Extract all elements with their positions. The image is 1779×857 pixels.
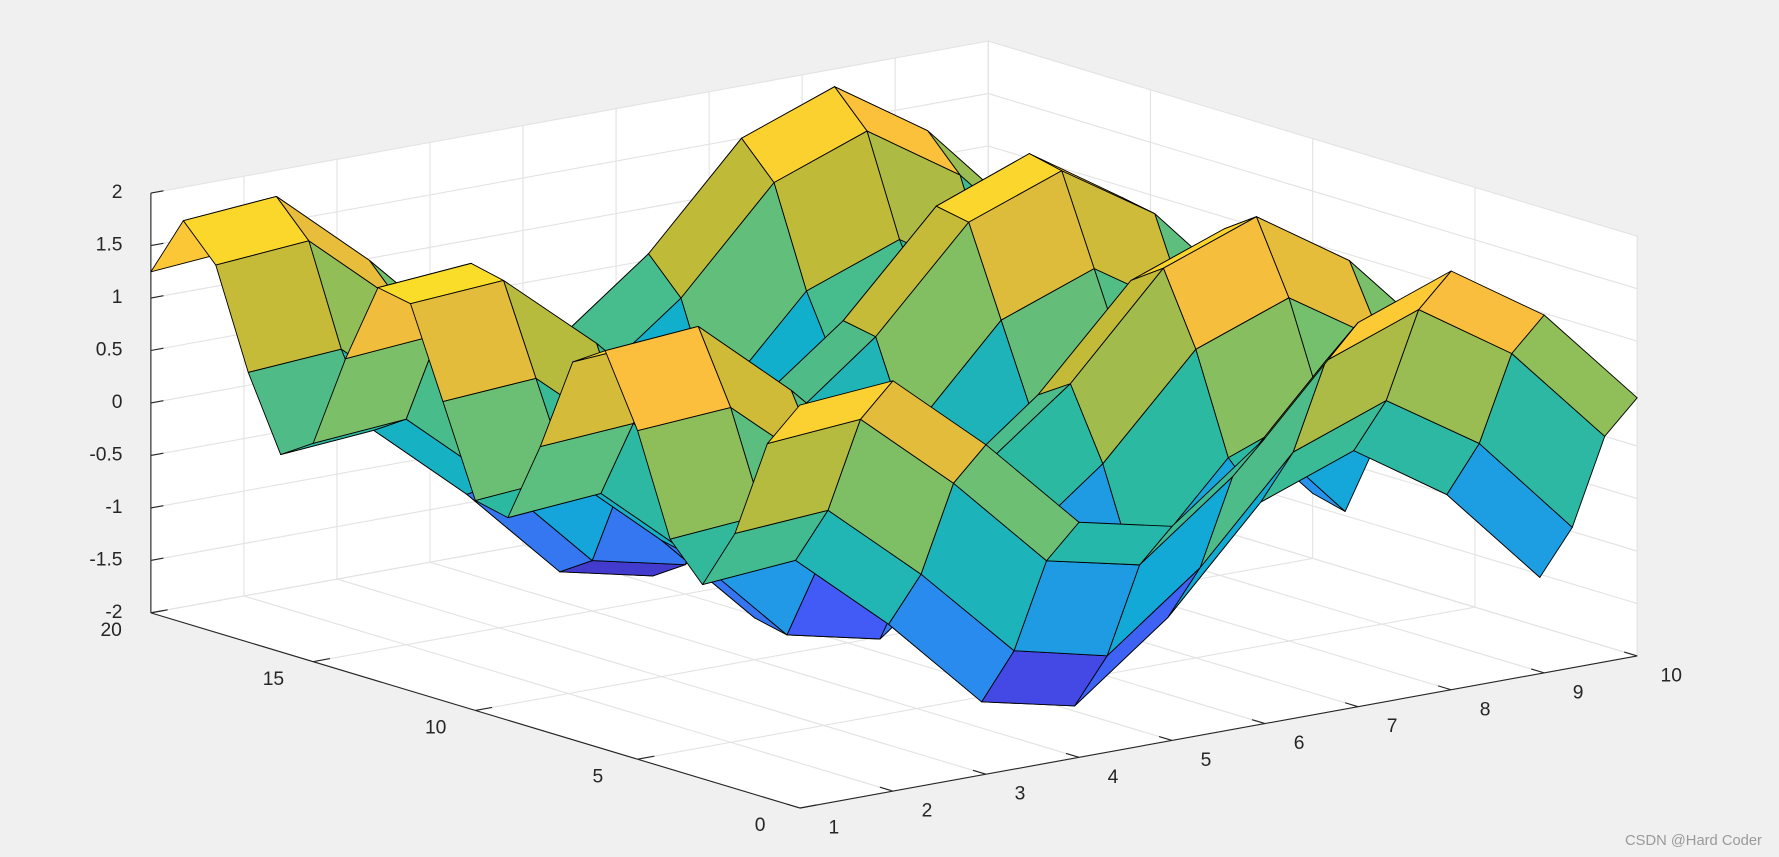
y-tick-label: 0 — [755, 815, 766, 836]
z-tick-mark — [150, 190, 164, 194]
z-tick-label: -2 — [105, 602, 122, 623]
z-tick-label: -0.5 — [89, 445, 122, 466]
x-tick-mark — [1437, 685, 1452, 691]
grid-line — [150, 145, 1638, 342]
x-tick-mark — [1624, 651, 1638, 657]
x-tick-label: 1 — [829, 818, 840, 839]
z-tick-mark — [150, 557, 164, 561]
z-tick-label: 1.5 — [96, 235, 123, 256]
x-tick-label: 2 — [922, 801, 933, 822]
z-tick-label: 2 — [112, 182, 123, 203]
y-tick-label: 5 — [593, 766, 604, 787]
z-tick-mark — [150, 400, 164, 404]
x-tick-mark — [1065, 752, 1080, 758]
z-tick-label: 1 — [112, 287, 123, 308]
y-tick-mark — [313, 658, 330, 663]
x-tick-label: 9 — [1573, 682, 1584, 703]
y-tick-label: 10 — [425, 718, 446, 739]
x-tick-label: 4 — [1108, 767, 1119, 788]
y-tick-label: 15 — [263, 669, 284, 690]
z-tick-mark — [150, 347, 164, 352]
z-tick-label: 0 — [112, 392, 123, 413]
z-tick-mark — [150, 295, 164, 299]
z-tick-mark — [150, 610, 164, 614]
x-tick-mark — [1158, 735, 1173, 741]
z-tick-mark — [150, 452, 164, 457]
z-tick-label: -1.5 — [89, 549, 122, 570]
grid-line — [150, 40, 1638, 237]
x-tick-label: 5 — [1201, 750, 1212, 771]
z-tick-label: 0.5 — [96, 340, 123, 361]
x-tick-mark — [879, 786, 894, 792]
x-tick-label: 8 — [1480, 699, 1491, 720]
watermark: CSDN @Hard Coder — [1625, 833, 1762, 849]
x-tick-label: 10 — [1660, 665, 1681, 686]
x-tick-mark — [972, 769, 987, 775]
x-tick-mark — [1251, 719, 1266, 725]
z-tick-mark — [150, 505, 164, 509]
y-tick-mark — [475, 706, 493, 711]
x-tick-label: 6 — [1294, 733, 1305, 754]
x-tick-mark — [1531, 668, 1545, 674]
x-tick-mark — [786, 803, 801, 809]
y-tick-mark — [799, 804, 817, 809]
grid-line — [150, 92, 1638, 290]
x-tick-mark — [1344, 702, 1359, 708]
x-axis-line — [799, 655, 1638, 809]
z-tick-label: -1 — [105, 497, 122, 518]
x-tick-label: 3 — [1015, 784, 1026, 805]
y-tick-label: 20 — [100, 620, 121, 641]
surface-face — [766, 380, 894, 444]
z-tick-mark — [150, 242, 164, 247]
x-tick-label: 7 — [1387, 716, 1398, 737]
y-tick-mark — [637, 755, 655, 760]
